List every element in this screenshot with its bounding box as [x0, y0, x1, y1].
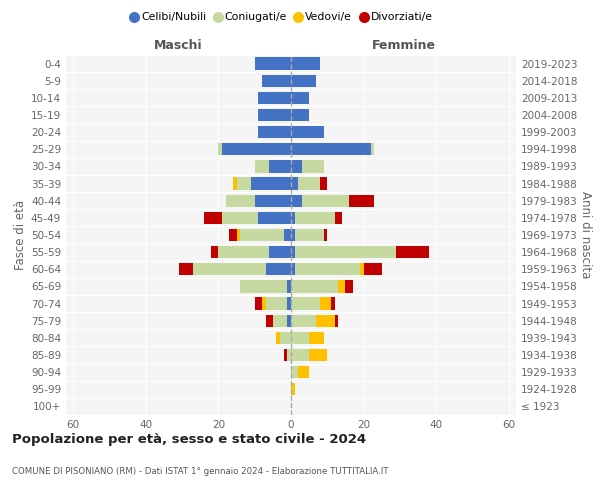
Bar [298, 178, 320, 190]
Bar [291, 229, 295, 241]
Bar [204, 212, 222, 224]
Bar [291, 332, 309, 344]
Text: Popolazione per età, sesso e stato civile - 2024: Popolazione per età, sesso e stato civil… [12, 432, 366, 446]
Bar [229, 229, 236, 241]
Bar [320, 178, 327, 190]
Bar [323, 229, 327, 241]
Bar [179, 263, 193, 276]
Bar [295, 212, 335, 224]
Bar [349, 194, 374, 207]
Bar [277, 332, 280, 344]
Bar [218, 246, 269, 258]
Bar [346, 280, 353, 292]
Bar [396, 246, 429, 258]
Bar [287, 349, 291, 361]
Bar [233, 178, 236, 190]
Bar [295, 246, 396, 258]
Bar [302, 194, 349, 207]
Y-axis label: Anni di nascita: Anni di nascita [578, 192, 592, 278]
Bar [309, 332, 323, 344]
Bar [284, 229, 291, 241]
Bar [273, 314, 287, 327]
Bar [291, 383, 295, 396]
Text: Maschi: Maschi [154, 38, 203, 52]
Bar [262, 74, 291, 87]
Bar [291, 178, 298, 190]
Bar [266, 314, 273, 327]
Bar [291, 366, 298, 378]
Bar [291, 194, 302, 207]
Bar [193, 263, 266, 276]
Bar [302, 160, 323, 172]
Bar [255, 298, 262, 310]
Bar [291, 160, 302, 172]
Bar [259, 126, 291, 138]
Y-axis label: Fasce di età: Fasce di età [14, 200, 27, 270]
Bar [269, 160, 291, 172]
Bar [291, 212, 295, 224]
Bar [295, 229, 323, 241]
Bar [259, 109, 291, 121]
Bar [291, 74, 316, 87]
Bar [291, 92, 309, 104]
Bar [222, 143, 291, 156]
Bar [211, 246, 218, 258]
Bar [291, 314, 316, 327]
Bar [291, 58, 320, 70]
Bar [291, 263, 295, 276]
Bar [236, 178, 251, 190]
Bar [335, 314, 338, 327]
Bar [255, 194, 291, 207]
Bar [360, 263, 364, 276]
Bar [240, 229, 284, 241]
Bar [259, 212, 291, 224]
Bar [331, 298, 335, 310]
Bar [266, 298, 287, 310]
Bar [280, 332, 291, 344]
Bar [309, 349, 327, 361]
Bar [298, 366, 309, 378]
Bar [226, 194, 255, 207]
Bar [295, 263, 360, 276]
Bar [269, 246, 291, 258]
Bar [262, 298, 266, 310]
Bar [287, 314, 291, 327]
Text: Femmine: Femmine [371, 38, 436, 52]
Bar [259, 92, 291, 104]
Bar [222, 212, 259, 224]
Bar [266, 263, 291, 276]
Bar [364, 263, 382, 276]
Bar [291, 349, 309, 361]
Bar [338, 280, 346, 292]
Bar [255, 58, 291, 70]
Bar [287, 298, 291, 310]
Bar [291, 280, 338, 292]
Text: COMUNE DI PISONIANO (RM) - Dati ISTAT 1° gennaio 2024 - Elaborazione TUTTITALIA.: COMUNE DI PISONIANO (RM) - Dati ISTAT 1°… [12, 468, 389, 476]
Bar [291, 126, 323, 138]
Bar [335, 212, 342, 224]
Bar [320, 298, 331, 310]
Bar [240, 280, 287, 292]
Bar [291, 109, 309, 121]
Bar [291, 143, 371, 156]
Bar [284, 349, 287, 361]
Bar [255, 160, 269, 172]
Bar [291, 298, 320, 310]
Legend: Celibi/Nubili, Coniugati/e, Vedovi/e, Divorziati/e: Celibi/Nubili, Coniugati/e, Vedovi/e, Di… [127, 8, 437, 26]
Bar [236, 229, 240, 241]
Bar [251, 178, 291, 190]
Bar [291, 246, 295, 258]
Bar [287, 280, 291, 292]
Bar [218, 143, 222, 156]
Bar [371, 143, 374, 156]
Bar [316, 314, 335, 327]
